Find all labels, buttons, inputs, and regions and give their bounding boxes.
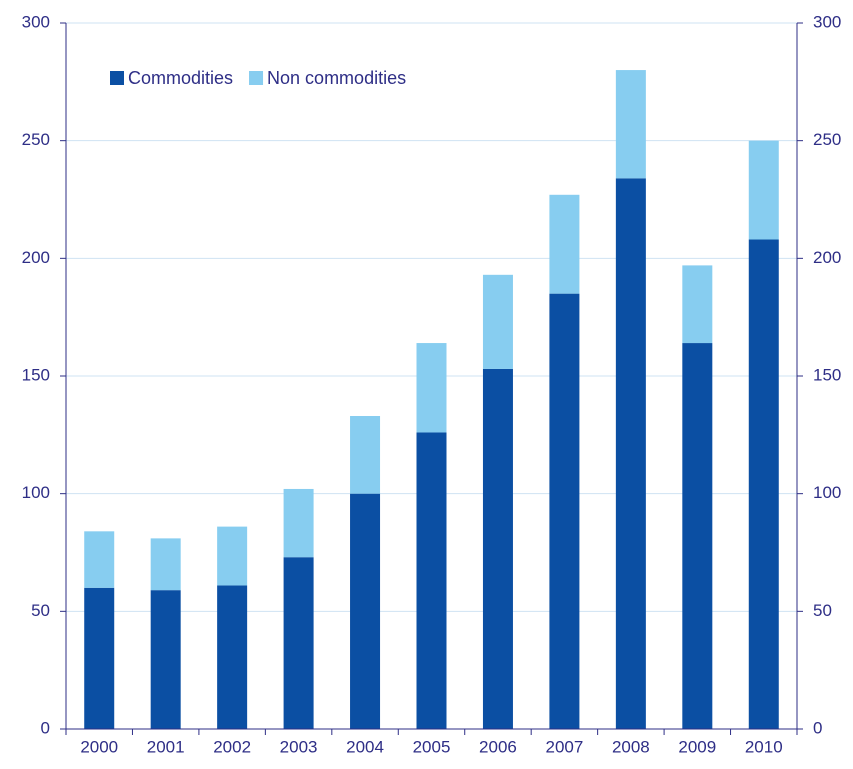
bar-segment	[350, 493, 381, 729]
bar-segment	[283, 488, 314, 558]
y2-tick-label: 0	[813, 718, 822, 737]
bar-segment	[682, 265, 713, 344]
x-tick-label: 2007	[545, 737, 583, 756]
legend-label: Non commodities	[267, 68, 406, 88]
x-tick-label: 2008	[612, 737, 650, 756]
x-tick-label: 2001	[147, 737, 185, 756]
y2-tick-label: 100	[813, 483, 841, 502]
bar-segment	[682, 343, 713, 729]
y-tick-label: 250	[22, 130, 50, 149]
y-tick-label: 200	[22, 248, 50, 267]
x-tick-label: 2009	[678, 737, 716, 756]
bar-segment	[748, 239, 779, 730]
y2-tick-label: 300	[813, 12, 841, 31]
y2-tick-label: 150	[813, 365, 841, 384]
bar-segment	[150, 538, 181, 591]
x-tick-label: 2006	[479, 737, 517, 756]
y-tick-label: 50	[31, 601, 50, 620]
bar-segment	[416, 432, 447, 729]
bar-segment	[283, 557, 314, 729]
bar-segment	[549, 293, 580, 729]
y-tick-label: 150	[22, 365, 50, 384]
bar-segment	[150, 590, 181, 729]
y2-tick-label: 250	[813, 130, 841, 149]
x-tick-label: 2002	[213, 737, 251, 756]
bar-segment	[748, 140, 779, 240]
y-tick-label: 0	[41, 718, 50, 737]
y-tick-label: 300	[22, 12, 50, 31]
y-tick-label: 100	[22, 483, 50, 502]
legend-swatch	[110, 71, 124, 85]
x-tick-label: 2010	[745, 737, 783, 756]
bar-segment	[350, 416, 381, 494]
x-tick-label: 2000	[80, 737, 118, 756]
x-tick-label: 2003	[280, 737, 318, 756]
bar-segment	[482, 274, 513, 369]
bar-segment	[217, 585, 248, 729]
bar-segment	[615, 178, 646, 729]
y2-tick-label: 200	[813, 248, 841, 267]
bar-segment	[482, 368, 513, 729]
bar-segment	[84, 531, 115, 588]
bar-segment	[549, 194, 580, 294]
y2-tick-label: 50	[813, 601, 832, 620]
bar-segment	[217, 526, 248, 586]
bar-segment	[84, 587, 115, 729]
legend-label: Commodities	[128, 68, 233, 88]
x-tick-label: 2004	[346, 737, 384, 756]
bar-segment	[615, 70, 646, 179]
bar-segment	[416, 343, 447, 433]
legend-swatch	[249, 71, 264, 85]
x-tick-label: 2005	[413, 737, 451, 756]
